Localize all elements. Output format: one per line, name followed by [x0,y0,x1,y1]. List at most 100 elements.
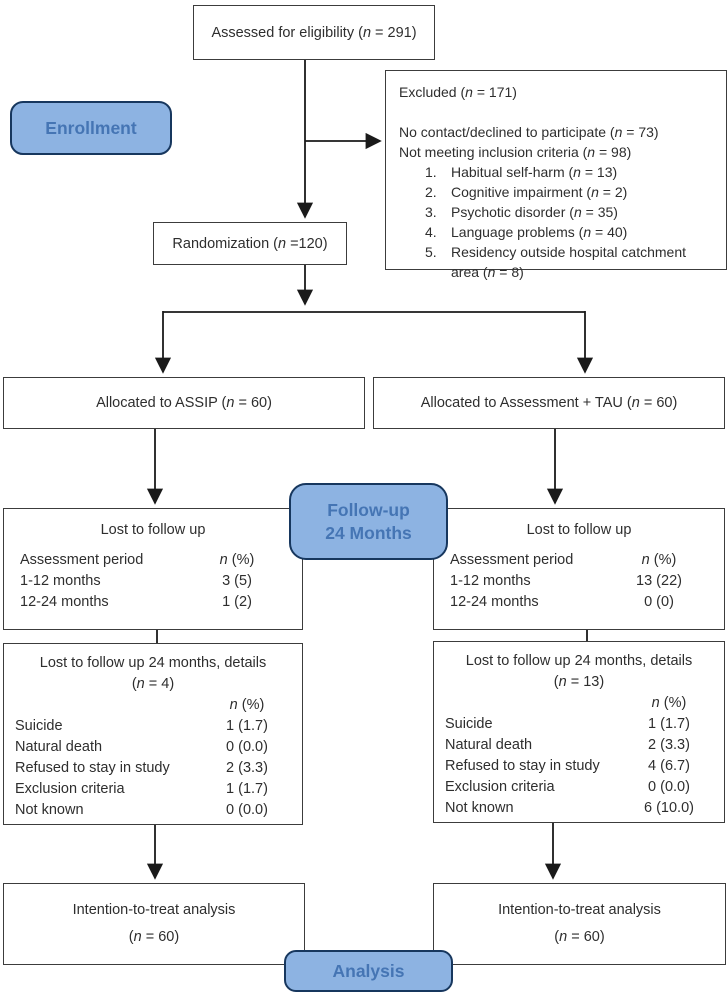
allocation-tau-box: Allocated to Assessment + TAU (n = 60) [373,377,725,429]
details-subtitle: (n = 4) [131,676,175,692]
allocation-tau-label: Allocated to Assessment + TAU (n = 60) [420,395,678,411]
lost-followup-left-box: Lost to follow up Assessment period n (%… [3,508,303,630]
lost-header-label: Assessment period [450,552,574,568]
lost-row-label: 12-24 months [450,594,539,610]
details-subtitle: (n = 13) [553,674,605,690]
lost-header-row: Assessment period n (%) [4,550,302,571]
enrollment-badge-label: Enrollment [45,117,137,138]
lost-details-left-box: Lost to follow up 24 months, details (n … [3,643,303,825]
details-row-label: Suicide [445,716,493,732]
excluded-reason: 2. Cognitive impairment (n = 2) [399,182,716,202]
details-row: Not known 6 (10.0) [434,798,724,819]
excluded-reason: 1. Habitual self-harm (n = 13) [399,162,716,182]
lost-title: Lost to follow up [526,522,632,538]
details-row-value: 2 (3.3) [226,760,268,776]
details-row-label: Not known [15,802,84,818]
lost-row: 12-24 months 0 (0) [434,592,724,613]
lost-row-label: 12-24 months [20,594,109,610]
reason-number: 2. [425,184,437,200]
excluded-line: No contact/declined to participate (n = … [399,124,659,140]
analysis-badge: Analysis [284,950,453,992]
itt-right-box: Intention-to-treat analysis (n = 60) [433,883,726,965]
reason-number: 5. [425,244,437,260]
details-row-value: 0 (0.0) [226,739,268,755]
lost-row: 12-24 months 1 (2) [4,592,302,613]
details-row: Natural death 0 (0.0) [4,737,302,758]
lost-details-right-box: Lost to follow up 24 months, details (n … [433,641,725,823]
excluded-reason: 4. Language problems (n = 40) [399,222,716,242]
details-row-label: Suicide [15,718,63,734]
details-row: Suicide 1 (1.7) [434,714,724,735]
details-header-row: n (%) [4,695,302,716]
randomization-label: Randomization (n =120) [172,235,328,252]
details-row: Not known 0 (0.0) [4,800,302,821]
details-col-header: n (%) [651,695,687,711]
itt-left-box: Intention-to-treat analysis (n = 60) [3,883,305,965]
details-row: Exclusion criteria 1 (1.7) [4,779,302,800]
details-title: Lost to follow up 24 months, details [39,655,267,671]
itt-line1: Intention-to-treat analysis [72,902,236,918]
lost-header-label: Assessment period [20,552,144,568]
lost-header-value: n (%) [219,552,255,568]
randomization-box: Randomization (n =120) [153,222,347,265]
lost-header-row: Assessment period n (%) [434,550,724,571]
itt-line2: (n = 60) [128,929,180,945]
eligibility-label: Assessed for eligibility (n = 291) [211,24,417,41]
details-row-label: Natural death [15,739,103,755]
details-row: Exclusion criteria 0 (0.0) [434,777,724,798]
enrollment-badge: Enrollment [10,101,172,155]
details-header-row: n (%) [434,693,724,714]
lost-followup-right-box: Lost to follow up Assessment period n (%… [433,508,725,630]
details-row-label: Not known [445,800,514,816]
allocation-assip-label: Allocated to ASSIP (n = 60) [96,395,272,411]
reason-number: 1. [425,164,437,180]
allocation-assip-box: Allocated to ASSIP (n = 60) [3,377,365,429]
details-title: Lost to follow up 24 months, details [465,653,693,669]
itt-line1: Intention-to-treat analysis [498,902,661,918]
analysis-badge-label: Analysis [332,960,405,981]
reason-text: Residency outside hospital catchment are… [451,244,687,280]
details-row-value: 0 (0.0) [226,802,268,818]
details-row-value: 4 (6.7) [648,758,690,774]
details-row-label: Refused to stay in study [445,758,600,774]
reason-text: Cognitive impairment (n = 2) [451,184,628,200]
lost-row: 1-12 months 13 (22) [434,571,724,592]
details-row-label: Refused to stay in study [15,760,170,776]
lost-title: Lost to follow up [100,522,206,538]
lost-header-value: n (%) [641,552,677,568]
details-row: Refused to stay in study 4 (6.7) [434,756,724,777]
details-row-value: 2 (3.3) [648,737,690,753]
excluded-line: Not meeting inclusion criteria (n = 98) [399,144,632,160]
followup-badge-line1: Follow-up [327,499,410,520]
lost-row-label: 1-12 months [20,573,101,589]
details-row-value: 1 (1.7) [226,781,268,797]
lost-row-value: 0 (0) [644,594,674,610]
eligibility-box: Assessed for eligibility (n = 291) [193,5,435,60]
lost-row-value: 3 (5) [222,573,252,589]
details-row-label: Exclusion criteria [15,781,125,797]
lost-row: 1-12 months 3 (5) [4,571,302,592]
reason-text: Psychotic disorder (n = 35) [451,204,618,220]
lost-row-value: 1 (2) [222,594,252,610]
excluded-reason: 5. Residency outside hospital catchment … [399,242,716,282]
details-row-label: Exclusion criteria [445,779,555,795]
details-col-header: n (%) [229,697,265,713]
details-row-value: 6 (10.0) [644,800,694,816]
reason-text: Habitual self-harm (n = 13) [451,164,618,180]
followup-badge-line2: 24 Months [325,522,412,543]
lost-row-value: 13 (22) [636,573,682,589]
excluded-reason: 3. Psychotic disorder (n = 35) [399,202,716,222]
details-row-label: Natural death [445,737,533,753]
details-row: Refused to stay in study 2 (3.3) [4,758,302,779]
details-row-value: 0 (0.0) [648,779,690,795]
details-row: Suicide 1 (1.7) [4,716,302,737]
itt-line2: (n = 60) [554,929,605,945]
details-row-value: 1 (1.7) [648,716,690,732]
excluded-box: Excluded (n = 171) No contact/declined t… [385,70,727,280]
reason-number: 4. [425,224,437,240]
excluded-title: Excluded (n = 171) [399,84,517,100]
followup-badge: Follow-up 24 Months [289,483,448,560]
lost-row-label: 1-12 months [450,573,531,589]
details-row: Natural death 2 (3.3) [434,735,724,756]
